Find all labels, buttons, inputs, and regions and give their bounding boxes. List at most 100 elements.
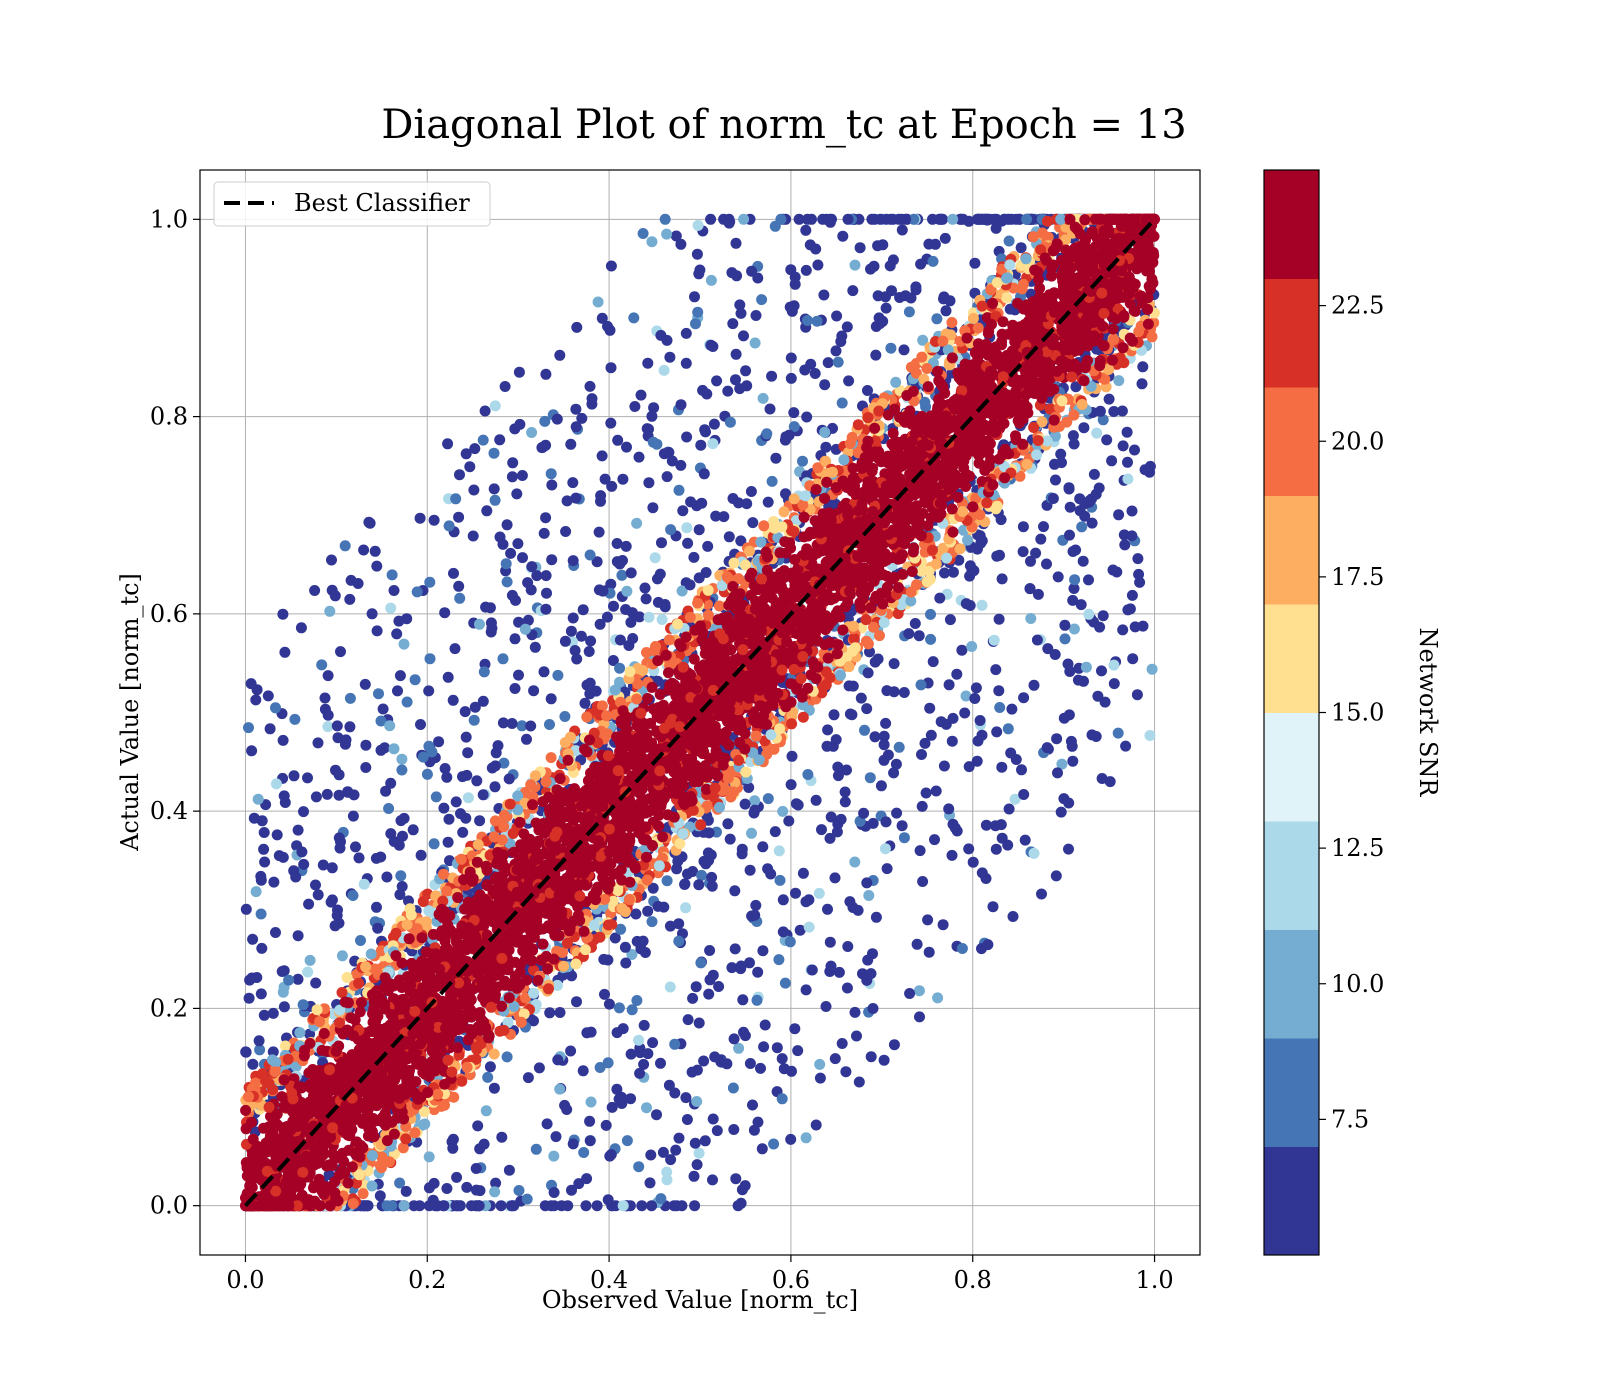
scatter-point: [1058, 793, 1070, 805]
scatter-point: [820, 1001, 832, 1012]
scatter-point: [659, 213, 671, 225]
scatter-point: [1003, 235, 1015, 247]
scatter-point: [878, 617, 890, 629]
scatter-point: [1094, 621, 1106, 633]
scatter-point: [515, 1016, 527, 1028]
scatter-point: [509, 633, 521, 645]
scatter-point: [468, 484, 480, 496]
scatter-point: [1055, 806, 1067, 818]
scatter-point: [802, 315, 813, 326]
scatter-point: [800, 264, 812, 276]
scatter-point: [870, 911, 882, 923]
scatter-point: [312, 889, 324, 901]
scatter-point: [1021, 458, 1033, 470]
scatter-point: [722, 772, 734, 784]
scatter-point: [310, 879, 321, 891]
scatter-point: [661, 875, 673, 887]
scatter-point: [331, 720, 343, 732]
scatter-point: [598, 953, 610, 965]
scatter-point: [966, 565, 978, 577]
scatter-point: [880, 302, 892, 314]
scatter-point: [617, 473, 629, 485]
scatter-point: [789, 271, 801, 283]
scatter-point: [648, 402, 660, 414]
scatter-point: [322, 721, 334, 733]
scatter-point: [303, 898, 315, 910]
scatter-point: [689, 1137, 701, 1149]
scatter-point: [267, 1046, 279, 1058]
scatter-point: [680, 327, 692, 339]
scatter-point: [447, 694, 459, 706]
scatter-point: [540, 570, 552, 582]
scatter-point: [586, 393, 598, 405]
scatter-point: [740, 766, 752, 778]
scatter-point: [561, 495, 573, 507]
scatter-point: [1090, 488, 1102, 500]
scatter-point: [1051, 733, 1063, 745]
scatter-point: [663, 446, 675, 458]
scatter-point: [991, 726, 1003, 738]
scatter-point: [601, 611, 613, 623]
scatter-point: [455, 853, 467, 865]
scatter-point: [693, 268, 705, 280]
scatter-point: [1059, 633, 1071, 645]
scatter-point: [478, 666, 490, 678]
scatter-point: [749, 337, 761, 349]
scatter-point: [917, 876, 929, 887]
scatter-point: [1146, 663, 1158, 675]
scatter-point: [1020, 253, 1032, 265]
scatter-point: [298, 806, 309, 818]
scatter-point: [441, 771, 453, 783]
scatter-point: [848, 632, 860, 644]
scatter-point: [699, 424, 711, 436]
scatter-point: [967, 501, 979, 513]
scatter-point: [943, 679, 955, 691]
scatter-point: [943, 803, 955, 815]
scatter-point: [516, 470, 528, 481]
scatter-point: [1056, 395, 1068, 407]
scatter-point: [339, 540, 351, 552]
scatter-point: [695, 819, 707, 831]
scatter-point: [584, 734, 595, 746]
scatter-point: [460, 448, 472, 460]
scatter-point: [916, 749, 927, 760]
scatter-point: [886, 285, 897, 297]
scatter-point: [464, 461, 476, 473]
scatter-point: [1112, 727, 1124, 739]
scatter-point: [267, 1007, 279, 1019]
scatter-point: [473, 1200, 485, 1212]
scatter-point: [730, 348, 742, 360]
scatter-point: [862, 638, 874, 650]
scatter-point: [935, 716, 947, 728]
scatter-point: [727, 318, 739, 330]
scatter-point: [1108, 406, 1120, 417]
scatter-point: [560, 526, 572, 537]
scatter-point: [1134, 576, 1146, 588]
scatter-point: [792, 799, 804, 811]
scatter-point: [605, 362, 617, 374]
scatter-point: [554, 1007, 566, 1018]
scatter-point: [732, 1200, 744, 1212]
scatter-point: [466, 1200, 477, 1212]
scatter-point: [728, 557, 740, 569]
scatter-point: [963, 215, 975, 227]
scatter-point: [270, 702, 281, 714]
scatter-point: [507, 457, 519, 469]
scatter-point: [607, 655, 619, 666]
scatter-point: [776, 521, 788, 533]
scatter-point: [684, 579, 696, 591]
scatter-point: [609, 932, 621, 944]
scatter-point: [392, 685, 403, 697]
scatter-point: [691, 1064, 703, 1076]
scatter-point: [652, 900, 664, 912]
scatter-point: [847, 620, 859, 632]
scatter-point: [1127, 653, 1139, 665]
scatter-point: [516, 720, 528, 732]
scatter-point: [1048, 414, 1060, 426]
scatter-point: [1064, 666, 1076, 677]
scatter-point: [941, 552, 953, 564]
scatter-point: [726, 267, 738, 279]
scatter-point: [400, 1185, 412, 1197]
scatter-point: [809, 368, 821, 379]
scatter-point: [1146, 331, 1158, 343]
